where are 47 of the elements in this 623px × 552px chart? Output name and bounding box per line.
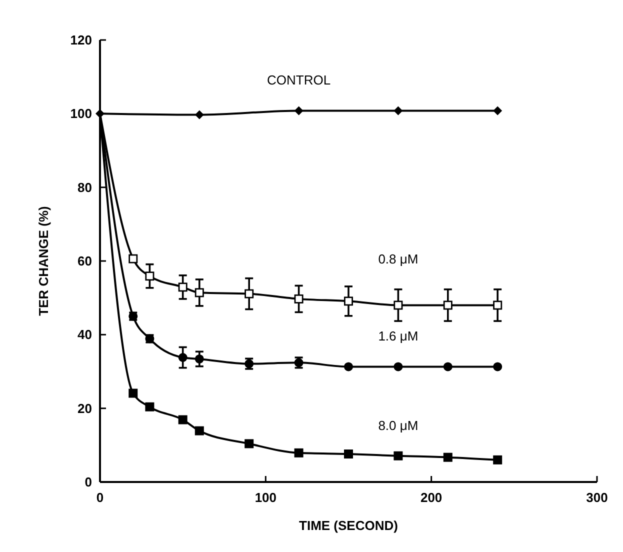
point — [493, 106, 502, 116]
y-tick-label: 100 — [70, 106, 92, 122]
y-axis-title: TER CHANGE (%) — [36, 206, 51, 316]
point — [244, 439, 254, 448]
x-axis-title: TIME (SECOND) — [299, 518, 398, 533]
point — [294, 106, 304, 116]
x-tick-label: 300 — [586, 490, 608, 505]
point — [145, 272, 154, 281]
point — [344, 450, 353, 459]
point — [294, 448, 304, 458]
point — [244, 289, 254, 298]
point — [194, 426, 204, 436]
point — [394, 106, 403, 116]
point — [145, 402, 154, 412]
series-label: 1.6 μM — [378, 328, 418, 344]
point — [128, 388, 138, 398]
x-tick-label: 200 — [420, 490, 442, 505]
point — [178, 282, 188, 292]
series-label: CONTROL — [267, 72, 331, 88]
point — [178, 415, 188, 424]
text: 0.8 μM — [378, 251, 418, 266]
x-tick-label: 100 — [254, 490, 277, 505]
point — [344, 362, 353, 372]
y-tick-label: 20 — [78, 400, 92, 416]
y-tick-label: 120 — [70, 32, 92, 48]
point — [493, 455, 502, 464]
point — [443, 452, 452, 462]
y-tick-label: 40 — [78, 327, 92, 342]
point — [194, 110, 204, 120]
point — [344, 296, 353, 306]
point — [394, 362, 403, 372]
point — [178, 353, 188, 362]
point — [394, 451, 403, 460]
x-tick-label: 0 — [96, 490, 104, 505]
point — [294, 294, 304, 304]
y-tick-label: 0 — [84, 474, 92, 490]
y-tick-label: 80 — [78, 180, 92, 195]
point — [493, 300, 502, 310]
point — [493, 362, 502, 372]
y-tick-label: 60 — [78, 254, 92, 268]
point — [128, 254, 138, 264]
point — [194, 288, 204, 298]
point — [443, 300, 452, 310]
point — [443, 362, 452, 372]
point — [394, 300, 403, 310]
point — [194, 354, 204, 364]
series-label: 8.0 μM — [378, 418, 418, 433]
